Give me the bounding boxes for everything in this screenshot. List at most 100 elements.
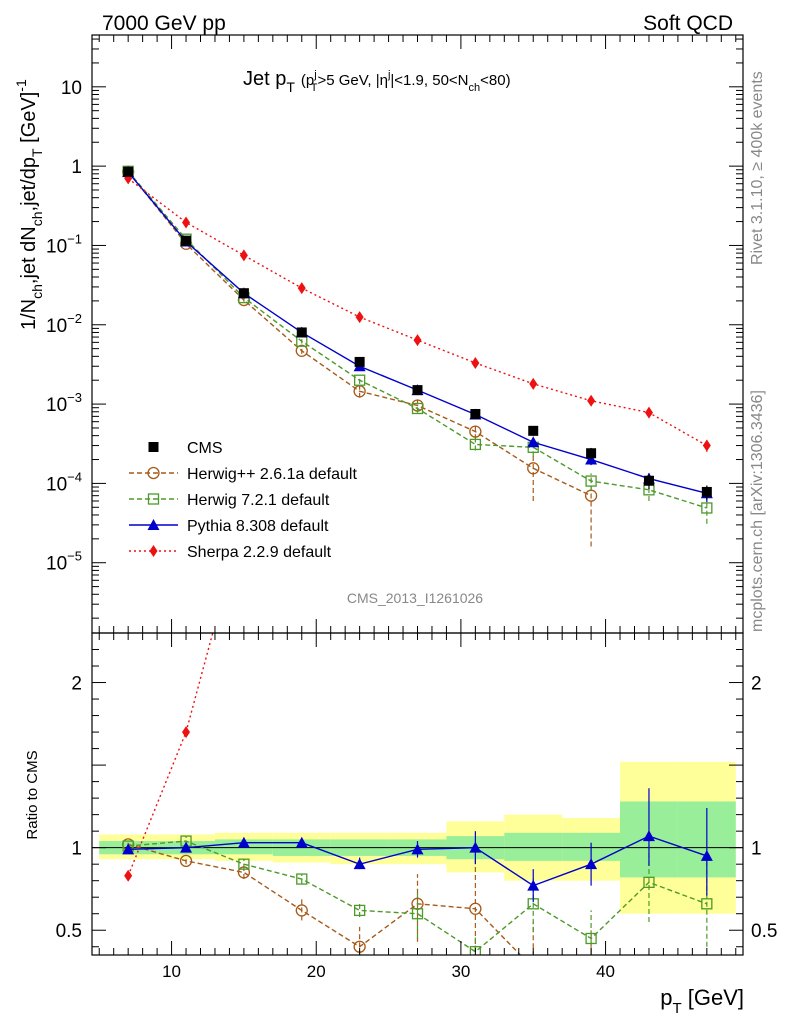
- ratio-point-circle-7: [528, 963, 539, 974]
- ylabel-a: 1/N: [18, 299, 40, 330]
- title-cuts-sub: T: [311, 82, 318, 94]
- legend-label-square: Herwig 7.2.1 default: [187, 492, 330, 509]
- main-point-diamond-10: [702, 439, 711, 452]
- legend-label-diamond: Sherpa 2.2.9 default: [187, 544, 332, 561]
- main-line-diamond: [127, 177, 708, 447]
- main-y-tick-label-6: 10−5: [46, 549, 82, 575]
- header-right-label: Soft QCD: [643, 12, 733, 35]
- ratio-line-circle: [127, 843, 522, 955]
- legend-entry-diamond: Sherpa 2.2.9 default: [129, 544, 332, 561]
- main-y-tick-base-6: 10: [46, 554, 67, 575]
- ratio-point-triangle-1: [180, 841, 193, 853]
- ratio-point-triangle-5: [411, 843, 424, 855]
- rivet-label: Rivet 3.1.10, ≥ 400k events: [749, 71, 766, 265]
- title-cuts-sub2: ch: [469, 82, 481, 94]
- main-y-tick-label-1: 1: [71, 157, 82, 178]
- x-axis-label: pT [GeV]: [660, 985, 744, 1017]
- main-y-tick-base-4: 10: [46, 395, 67, 416]
- title-cuts: (p: [301, 72, 314, 89]
- main-point-circle-6: [469, 425, 482, 438]
- ratio-point-triangle-8: [585, 858, 598, 870]
- main-point-diamond-5: [413, 334, 422, 347]
- main-point-data-6: [470, 408, 481, 419]
- ratio-line-diamond: [127, 633, 214, 877]
- main-y-tick-label-0: 10: [61, 78, 82, 99]
- main-y-axis-label: 1/Nch,jet dNch,jet/dpT [GeV]-1: [13, 79, 45, 330]
- main-y-tick-exp-4: −3: [67, 390, 82, 405]
- legend-label-circle: Herwig++ 2.6.1a default: [187, 466, 357, 483]
- main-line-square: [127, 170, 708, 509]
- ratio-point-triangle-2: [237, 836, 250, 848]
- xlabel-b: [GeV]: [682, 985, 744, 1010]
- ylabel-d: [GeV]: [18, 92, 40, 149]
- main-point-square-8: [585, 475, 597, 487]
- green-band-7: [504, 832, 563, 861]
- ratio-point-triangle-0: [122, 843, 135, 855]
- main-point-square-6: [469, 438, 482, 451]
- main-line-circle: [127, 171, 592, 497]
- ratio-y-tick-label-left-2: 2: [71, 674, 82, 695]
- ratio-y-tick-label-left-1: 1: [71, 839, 82, 860]
- legend: CMS Herwig++ 2.6.1a default Herwig 7.2.1 d…: [129, 440, 357, 561]
- main-y-tick-base-2: 10: [46, 236, 67, 257]
- header-left-label: 7000 GeV pp: [102, 12, 226, 35]
- x-tick-label-40: 40: [596, 962, 615, 981]
- legend-marker-circle: [147, 466, 160, 480]
- ratio-series-diamond: [124, 633, 214, 882]
- ratio-point-triangle-4: [353, 858, 366, 870]
- main-point-data-3: [296, 327, 307, 338]
- main-point-diamond-1: [182, 216, 191, 229]
- main-y-tick-label-5: 10−4: [46, 469, 82, 495]
- mcplots-label: mcplots.cern.ch [arXiv:1306.3436]: [749, 390, 766, 632]
- main-point-diamond-7: [529, 377, 538, 390]
- ratio-point-square-4: [353, 904, 366, 917]
- title-cuts-end: <80): [480, 72, 510, 89]
- ratio-point-square-5: [411, 908, 424, 920]
- ratio-point-square-6: [469, 946, 482, 955]
- main-point-data-5: [412, 385, 423, 396]
- main-point-data-4: [354, 356, 365, 367]
- ratio-point-circle-6: [469, 902, 482, 915]
- main-point-data-9: [643, 475, 654, 486]
- main-y-tick-base-3: 10: [46, 316, 67, 337]
- main-panel-series: [122, 165, 713, 547]
- main-point-data-0: [123, 166, 134, 177]
- title-main: Jet p: [243, 68, 286, 90]
- ylabel-b-sub: ch: [29, 211, 45, 226]
- ratio-point-diamond-0: [124, 869, 133, 882]
- main-point-data-8: [586, 448, 597, 459]
- main-point-diamond-6: [471, 356, 480, 369]
- ratio-point-triangle-6: [469, 841, 482, 853]
- main-point-diamond-8: [587, 394, 596, 407]
- ratio-point-circle-1: [179, 854, 193, 868]
- ratio-panel-series: [122, 633, 713, 974]
- main-y-tick-exp-6: −5: [67, 549, 82, 564]
- ylabel-c-sub: T: [29, 148, 45, 157]
- plot-title: Jet pT (pj T>5 GeV, |ηj|<1.9, 50<Nch<80): [243, 68, 511, 95]
- x-tick-label-20: 20: [307, 962, 326, 981]
- legend-marker-square: [147, 493, 160, 505]
- ylabel-d-sup: -1: [13, 79, 29, 92]
- legend-label-data: CMS: [187, 440, 223, 457]
- legend-entry-data: CMS: [148, 440, 223, 457]
- main-series-data: [123, 166, 712, 500]
- main-point-circle-3: [295, 344, 308, 357]
- main-point-data-1: [181, 235, 192, 246]
- ratio-line-square: [128, 840, 708, 953]
- title-main-sub: T: [286, 79, 295, 95]
- main-y-tick-label-3: 10−2: [46, 311, 82, 337]
- ratio-point-square-10: [701, 898, 713, 910]
- ratio-series-triangle: [122, 788, 713, 903]
- legend-entry-triangle: Pythia 8.308 default: [129, 518, 329, 535]
- main-point-data-7: [528, 425, 539, 436]
- main-series-circle: [122, 165, 598, 547]
- ylabel-b: ,jet dN: [18, 226, 40, 284]
- x-tick-label-30: 30: [451, 962, 470, 981]
- main-y-tick-label-2: 10−1: [46, 231, 82, 257]
- main-point-square-10: [701, 502, 713, 514]
- main-point-diamond-4: [355, 311, 364, 324]
- ratio-uncertainty-bands: [92, 761, 743, 914]
- ratio-y-tick-label-right-1: 1: [751, 839, 762, 860]
- main-point-triangle-7: [527, 436, 540, 448]
